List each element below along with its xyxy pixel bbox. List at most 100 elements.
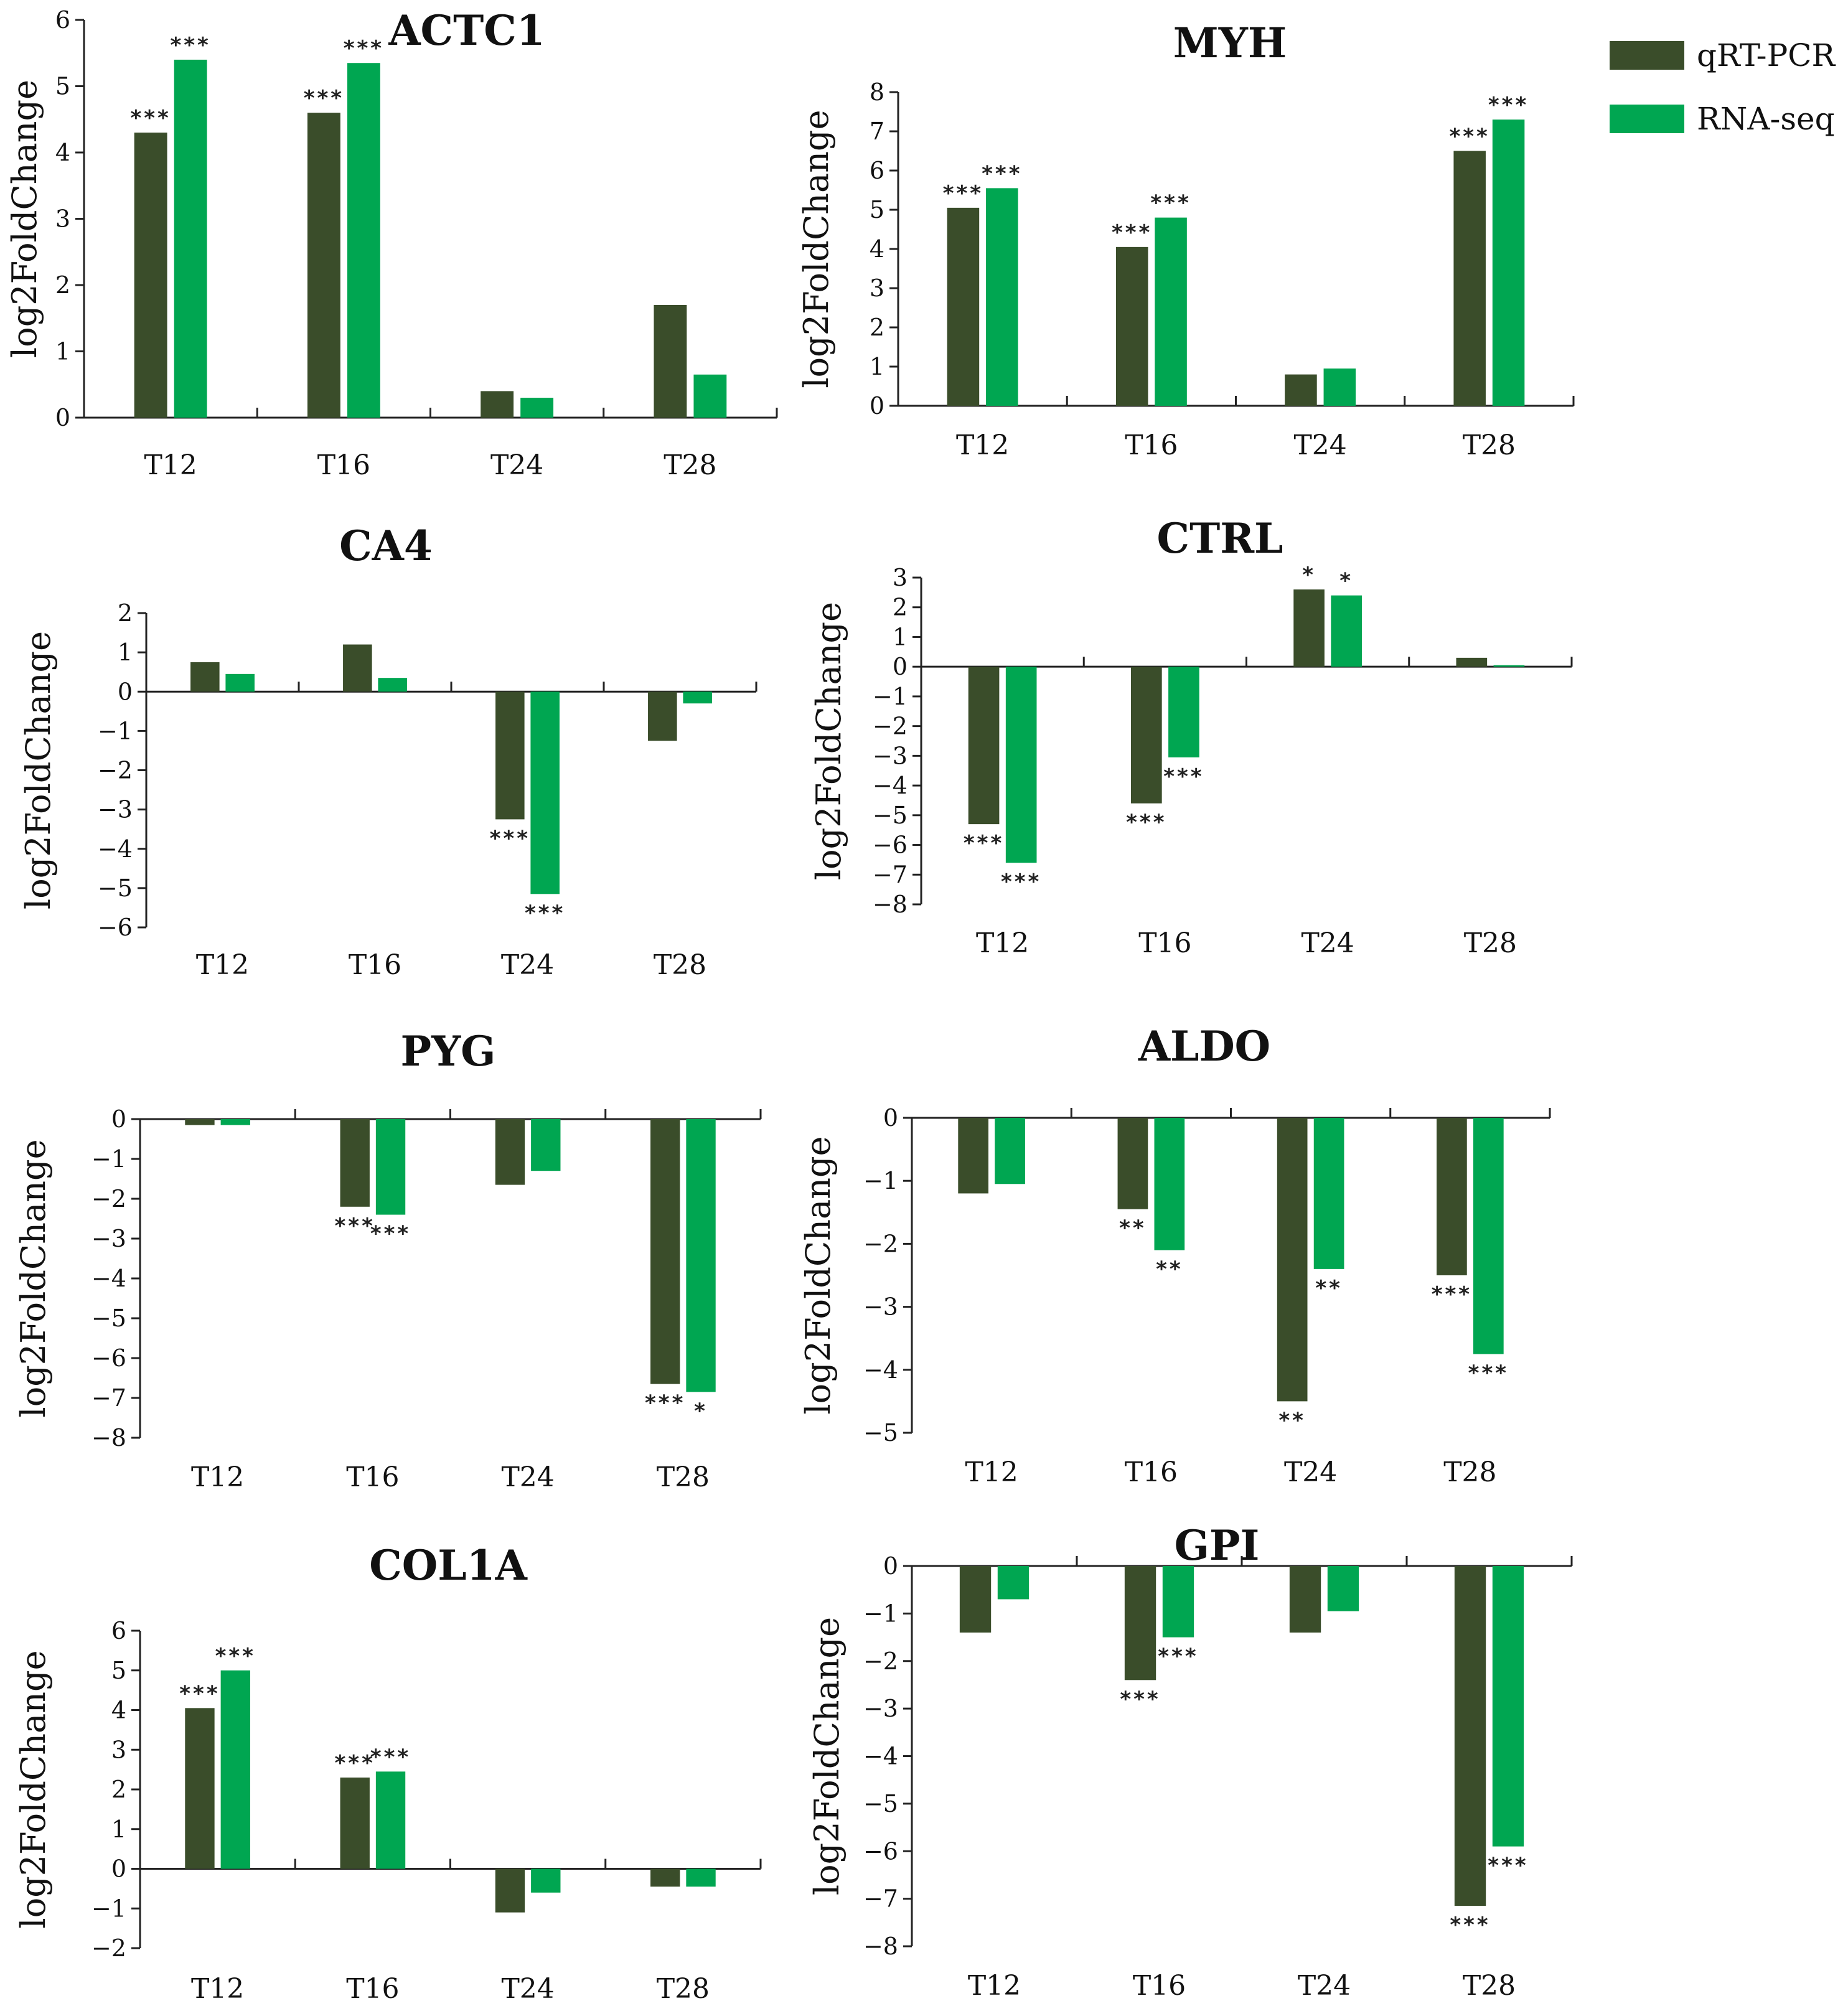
bar-rna-seq-t28 [1492,1566,1524,1847]
bar-qrt-pcr-t24 [1277,1118,1308,1402]
significance-label: * [1339,569,1353,594]
significance-label: *** [1163,764,1204,789]
y-tick-label: 6 [55,6,70,34]
y-axis-label: log2FoldChange [799,1136,838,1414]
significance-label: ** [1156,1257,1183,1282]
category-label: T12 [196,949,249,981]
y-tick-label: −1 [863,1167,898,1194]
y-tick-label: −7 [91,1384,126,1412]
significance-label: *** [1120,1687,1160,1712]
y-tick-label: −3 [863,1695,898,1722]
y-tick-label: −2 [91,1934,126,1962]
bar-qrt-pcr-t12 [185,1708,215,1869]
legend-label-qrt-pcr: qRT-PCR [1697,37,1836,73]
y-tick-label: −5 [863,1419,898,1446]
y-tick-label: −5 [863,1790,898,1817]
bar-rna-seq-t28 [1493,665,1525,667]
bar-qrt-pcr-t16 [343,644,372,692]
bar-qrt-pcr-t16 [340,1119,370,1207]
y-axis-label: log2FoldChange [14,1650,53,1928]
bar-rna-seq-t12 [220,1670,250,1869]
y-tick-label: 5 [111,1657,126,1684]
bar-qrt-pcr-t16 [1124,1566,1156,1681]
significance-label: *** [1112,220,1152,245]
category-label: T16 [1133,1970,1186,2002]
significance-label: *** [370,1745,411,1770]
y-tick-label: 2 [870,314,884,341]
y-tick-label: −7 [863,1885,898,1913]
y-tick-label: 2 [893,594,908,621]
bar-rna-seq-t12 [997,1566,1030,1600]
y-tick-label: 2 [111,1776,126,1803]
category-label: T28 [657,1461,710,1493]
y-tick-label: 3 [111,1736,126,1763]
y-tick-label: −2 [863,1230,898,1257]
y-tick-label: −6 [873,832,908,859]
bar-qrt-pcr-t24 [1289,1566,1321,1633]
significance-label: *** [943,181,983,206]
significance-label: *** [1450,1913,1490,1938]
category-label: T24 [1298,1970,1351,2002]
y-tick-label: 0 [883,1552,898,1580]
y-tick-label: 1 [870,353,884,380]
significance-label: ** [1278,1408,1306,1433]
bar-qrt-pcr-t24 [481,391,514,418]
y-tick-label: −2 [873,713,908,740]
bar-rna-seq-t16 [1162,1566,1194,1638]
y-tick-label: 4 [111,1697,126,1724]
y-tick-label: 0 [111,1105,126,1133]
significance-label: *** [1001,870,1041,894]
bar-rna-seq-t12 [995,1118,1025,1184]
category-label: T28 [1464,927,1517,959]
y-axis-label: log2FoldChange [797,110,836,388]
y-tick-label: 4 [55,139,70,166]
category-label: T12 [956,429,1009,461]
category-label: T12 [191,1461,244,1493]
y-tick-label: −8 [863,1933,898,1960]
category-label: T12 [965,1456,1018,1488]
significance-label: *** [964,831,1004,856]
bar-rna-seq-t12 [220,1119,250,1125]
category-label: T16 [1125,429,1178,461]
chart-title: PYG [400,1027,495,1076]
y-tick-label: −5 [873,802,908,829]
chart-panel-aldo: ALDO log2FoldChange 0 −1 −2 −3 −4 −5 T12 T16 ** ** T… [799,1022,1551,1488]
category-label: T24 [501,1461,554,1493]
significance-label: *** [1158,1644,1198,1669]
significance-label: *** [215,1644,256,1669]
significance-label: *** [130,106,171,131]
y-tick-label: 0 [870,392,884,420]
bar-rna-seq-t28 [1473,1118,1504,1354]
significance-label: *** [490,826,530,851]
bar-qrt-pcr-t28 [1454,1566,1486,1906]
y-tick-label: −5 [91,1305,126,1332]
bar-rna-seq-t24 [531,1868,561,1893]
chart-title: COL1A [369,1541,527,1590]
y-tick-label: 0 [118,678,133,705]
y-tick-label: 1 [893,623,908,650]
chart-panel-ctrl: CTRL log2FoldChange 3 21 0 −1 −2−3 −4 −5 −6−7 −8 T1… [809,514,1573,959]
bar-rna-seq-t12 [986,188,1018,406]
significance-label: *** [1488,1854,1528,1878]
bar-rna-seq-t24 [1313,1118,1344,1269]
category-label: T16 [349,949,401,981]
chart-title: ALDO [1138,1022,1270,1071]
y-tick-label: −4 [91,1265,126,1292]
bar-qrt-pcr-t12 [190,662,220,692]
chart-panel-myh: MYHlog2FoldChange012345678T12******T16**… [797,19,1575,461]
y-tick-label: −1 [863,1600,898,1627]
y-tick-label: −4 [873,772,908,799]
category-label: T24 [1301,927,1354,959]
category-label: T24 [1284,1456,1337,1488]
category-label: T16 [346,1973,399,2005]
bar-rna-seq-t12 [225,673,255,692]
y-tick-label: 2 [118,599,133,627]
bar-qrt-pcr-t12 [968,667,1000,825]
chart-title: CTRL [1157,514,1283,563]
y-tick-label: −6 [863,1837,898,1865]
y-tick-label: −1 [98,717,133,744]
bar-rna-seq-t24 [531,1119,561,1171]
bar-rna-seq-t28 [686,1868,716,1887]
bar-rna-seq-t24 [530,691,560,894]
bar-qrt-pcr-t16 [340,1777,370,1869]
